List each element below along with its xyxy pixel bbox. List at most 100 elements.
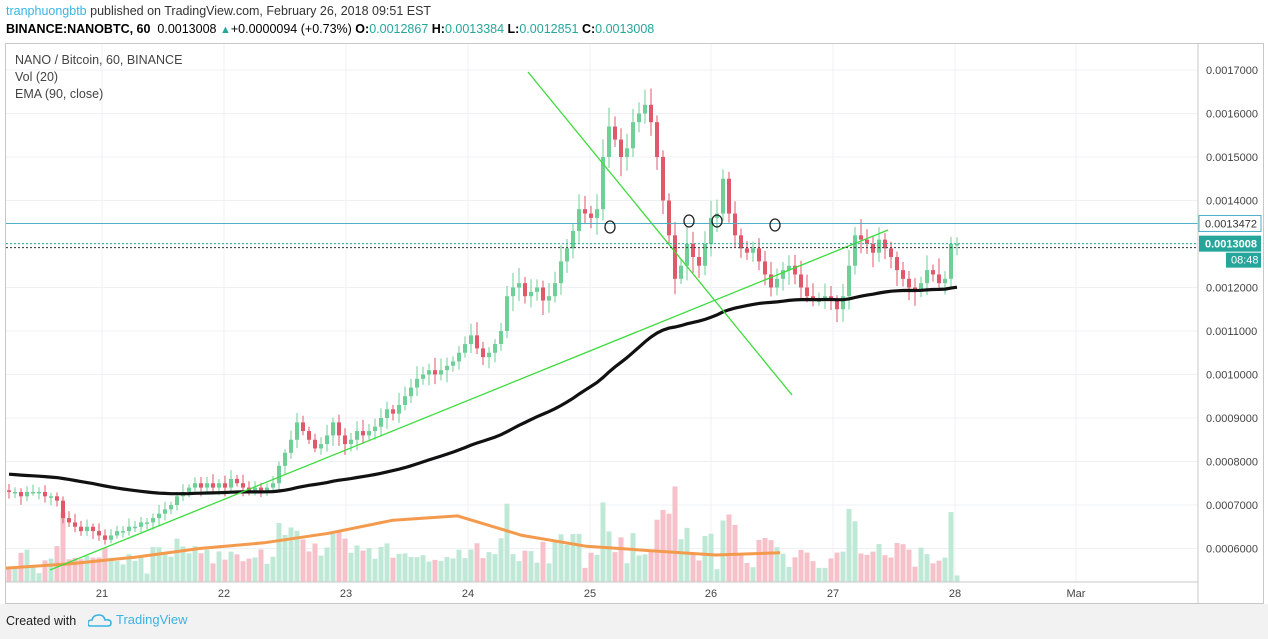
volume-bar (174, 538, 180, 582)
volume-bar (606, 531, 612, 582)
volume-bar (534, 562, 540, 582)
legend-title: NANO / Bitcoin, 60, BINANCE (15, 53, 183, 67)
candle-body (535, 287, 539, 292)
volume-bar (384, 543, 390, 582)
candle-body (97, 531, 101, 536)
candle-body (943, 278, 947, 284)
volume-bar (948, 512, 954, 582)
hand-drawn-circle (769, 218, 781, 232)
candle-body (133, 526, 137, 529)
candle-body (331, 422, 335, 436)
ticker-info: BINANCE:NANOBTC, 60 0.0013008 ▲+0.000009… (6, 22, 654, 36)
volume-bar (474, 543, 480, 582)
tradingview-link[interactable]: TradingView (87, 612, 188, 628)
candle-body (445, 365, 449, 371)
candle-body (877, 239, 881, 253)
volume-bar (186, 553, 192, 582)
volume-bar (120, 564, 126, 582)
y-tick-label: 0.0008000 (1206, 457, 1258, 469)
candle-body (67, 518, 71, 523)
candle-body (79, 526, 83, 532)
candle-body (475, 335, 479, 349)
candle-body (757, 248, 761, 262)
candle-body (121, 531, 125, 533)
candle-body (625, 148, 629, 157)
candle-body (313, 439, 317, 449)
volume-bar (6, 569, 12, 582)
volume-bar (180, 546, 186, 582)
candle-body (955, 244, 959, 246)
ema-path (8, 285, 958, 496)
volume-bar (438, 560, 444, 582)
volume-bar (462, 558, 468, 582)
volume-bar (324, 547, 330, 582)
volume-bar (444, 556, 450, 582)
volume-bar (684, 527, 690, 582)
volume-bar (696, 560, 702, 582)
candle-body (409, 387, 413, 397)
volume-bar (900, 544, 906, 582)
volume-bar (786, 566, 792, 582)
candle-body (307, 431, 311, 440)
volume-bar (744, 563, 750, 582)
volume-bar (198, 553, 204, 582)
volume-bar (264, 563, 270, 582)
volume-bar (822, 567, 828, 582)
volume-bar (72, 557, 78, 582)
symbol: BINANCE:NANOBTC, 60 (6, 22, 151, 36)
volume-bar (468, 549, 474, 582)
author-link[interactable]: tranphuongbtb (6, 4, 87, 18)
volume-bar (360, 550, 366, 582)
volume-bar (102, 547, 108, 582)
volume-bar (210, 563, 216, 582)
volume-bar (750, 567, 756, 582)
candle-body (865, 239, 869, 244)
volume-bar (564, 544, 570, 582)
candle-body (685, 244, 689, 266)
y-tick-label: 0.0014000 (1206, 196, 1258, 208)
volume-bar (690, 554, 696, 582)
volume-bar (846, 508, 852, 582)
volume-bar (594, 554, 600, 582)
legend-ema: EMA (90, close) (15, 87, 104, 101)
candle-body (541, 287, 545, 301)
volume-bar (414, 557, 420, 582)
volume-bar (270, 556, 276, 582)
y-tick-label: 0.0015000 (1206, 152, 1258, 164)
hand-drawn-circle (711, 214, 723, 228)
candle-body (127, 526, 131, 532)
candle-body (151, 518, 155, 523)
volume-bar (798, 549, 804, 582)
candle-body (427, 370, 431, 375)
x-tick-label: 21 (96, 588, 108, 600)
x-tick-label: 25 (584, 588, 596, 600)
candle-body (769, 274, 773, 288)
volume-bar (858, 553, 864, 582)
candle-body (337, 422, 341, 436)
candle-body (469, 335, 473, 345)
volume-bar (480, 558, 486, 582)
candle-body (157, 513, 161, 519)
candle-body (559, 261, 563, 284)
volume-bar (660, 509, 666, 582)
candle-body (691, 244, 695, 258)
candle-body (43, 491, 47, 497)
candle-body (697, 257, 701, 266)
volume-bar (912, 566, 918, 582)
candle-body (439, 370, 443, 375)
volume-bar (150, 547, 156, 582)
high-label: H: (431, 22, 445, 36)
volume-bar (240, 561, 246, 582)
volume-bar (258, 549, 264, 582)
volume-bar (774, 547, 780, 582)
volume-bar (714, 569, 720, 582)
x-tick-label: 28 (949, 588, 961, 600)
low-value: 0.0012851 (519, 22, 579, 36)
candle-body (835, 300, 839, 310)
candle-body (169, 505, 173, 510)
candle-body (187, 487, 191, 492)
volume-bar (570, 534, 576, 582)
volume-bar (708, 533, 714, 582)
volume-bar (828, 558, 834, 582)
